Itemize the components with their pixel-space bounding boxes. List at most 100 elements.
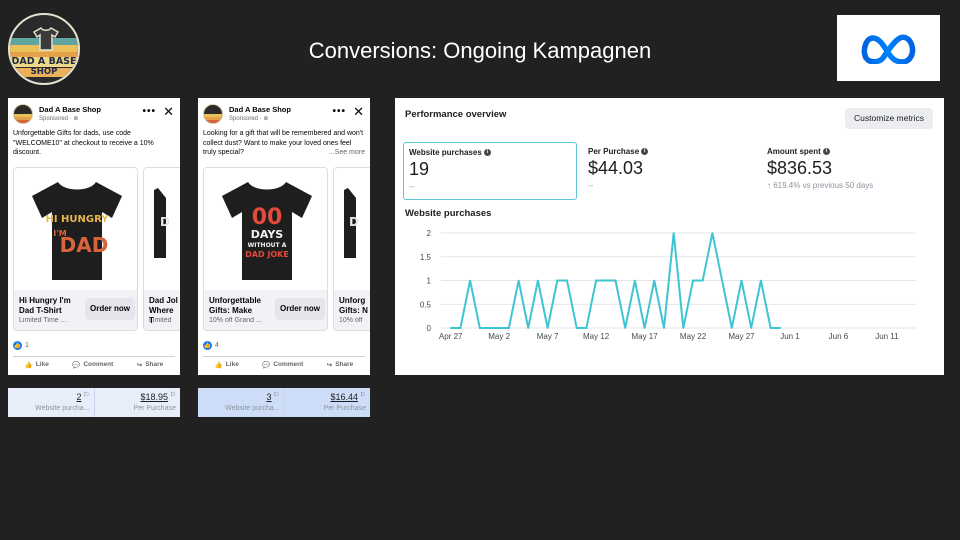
metric-value: $836.53: [767, 158, 833, 178]
metric-comparison: --: [409, 182, 415, 191]
comment-button[interactable]: 💬 Comment: [72, 361, 114, 369]
data-point: [585, 327, 588, 329]
data-point: [527, 327, 530, 329]
share-button[interactable]: ↪ Share: [136, 361, 164, 369]
metric-comparison: --: [588, 181, 594, 190]
data-point: [566, 279, 568, 282]
ad-action-bar: 👍 Like 💬 Comment ↪ Share: [203, 356, 365, 370]
like-reaction-icon: 👍: [13, 341, 22, 350]
x-tick-label: May 17: [631, 332, 658, 341]
card-footer: Unforgettable Gifts: Make 10% off Grand …: [204, 290, 327, 330]
data-point: [682, 327, 685, 329]
stat-label: Website purcha...: [35, 405, 90, 412]
stat-purchases[interactable]: 2 ⚐ Website purcha...: [8, 388, 95, 417]
ad-preview-2[interactable]: Dad A Base Shop Sponsored · ⊕ ••• ✕ Look…: [198, 98, 370, 375]
reaction-count[interactable]: 👍 4: [203, 341, 219, 350]
page-name[interactable]: Dad A Base Shop: [229, 105, 291, 114]
comment-icon: 💬: [262, 361, 271, 369]
shirt-design-line: DAD: [60, 233, 109, 257]
svg-text:D: D: [160, 215, 170, 229]
x-tick-label: Jun 1: [780, 332, 800, 341]
order-now-button[interactable]: Order now: [275, 298, 325, 320]
metric-per-purchase[interactable]: Per Purchase i $44.03 --: [583, 142, 757, 200]
globe-icon: ⊕: [73, 116, 79, 122]
data-point: [604, 279, 607, 282]
data-point: [614, 279, 617, 282]
customize-metrics-button[interactable]: Customize metrics: [845, 108, 933, 129]
like-reaction-icon: 👍: [203, 341, 212, 350]
data-point: [769, 327, 772, 329]
ad-header: Dad A Base Shop Sponsored · ⊕ ••• ✕: [203, 104, 366, 126]
x-tick-label: May 2: [488, 332, 510, 341]
shirt-design-line: 00: [252, 205, 283, 230]
y-tick-label: 1.5: [420, 253, 432, 262]
data-point: [556, 279, 559, 282]
metric-amount-spent[interactable]: Amount spent i $836.53 ↑ 619.4% vs previo…: [762, 142, 936, 200]
close-icon[interactable]: ✕: [163, 104, 174, 119]
metric-website-purchases[interactable]: Website purchases i 19 --: [403, 142, 577, 200]
carousel-card[interactable]: HI HUNGRY I'M DAD Hi Hungry I'm Dad T-Sh…: [13, 167, 138, 331]
data-point: [537, 279, 539, 282]
like-button[interactable]: 👍 Like: [214, 361, 239, 369]
info-icon[interactable]: i: [483, 149, 491, 157]
data-point: [643, 327, 646, 329]
website-purchases-line-chart[interactable]: 0 0.5 1 1.5 2 Apr 27 May 2 May 7 May 12 May 17 May…: [395, 218, 944, 348]
performance-overview-panel: Performance overview Customize metrics W…: [395, 98, 944, 375]
card-subtitle: Limited Time ...: [19, 317, 67, 324]
reaction-count[interactable]: 👍 1: [13, 341, 29, 350]
data-point: [653, 279, 656, 282]
avatar: [13, 104, 33, 124]
more-options-icon[interactable]: •••: [332, 106, 346, 117]
shirt-design-line: DAD JOKE: [245, 250, 289, 259]
data-point: [692, 279, 694, 282]
data-point: [449, 327, 452, 329]
x-tick-label: May 22: [680, 332, 707, 341]
close-icon[interactable]: ✕: [353, 104, 364, 119]
carousel-card[interactable]: 00 DAYS WITHOUT A DAD JOKE Unforgettable…: [203, 167, 328, 331]
meta-logo: [837, 15, 940, 81]
page-name[interactable]: Dad A Base Shop: [39, 105, 101, 114]
shirt-design-line: I'M: [53, 229, 66, 238]
order-now-button[interactable]: Order now: [85, 298, 135, 320]
carousel-card-peek[interactable]: D Dad Jol Where T Limited: [143, 167, 180, 331]
metric-label: Website purchases i: [409, 148, 491, 157]
y-tick-label: 2: [427, 229, 432, 238]
x-tick-label: Apr 27: [439, 332, 463, 341]
stat-label: Per Purchase: [323, 405, 366, 412]
stat-purchases[interactable]: 3 ⚐ Website purcha...: [198, 388, 285, 417]
like-button[interactable]: 👍 Like: [24, 361, 49, 369]
flag-icon: ⚐: [273, 392, 280, 399]
card-footer: Hi Hungry I'm Dad T-Shirt Limited Time .…: [14, 290, 137, 330]
more-options-icon[interactable]: •••: [142, 106, 156, 117]
card-title: Unforg Gifts: N: [339, 296, 368, 315]
data-point: [546, 327, 549, 329]
see-more-link[interactable]: ...See more: [326, 148, 365, 158]
comment-button[interactable]: 💬 Comment: [262, 361, 304, 369]
card-footer: Dad Jol Where T Limited: [144, 290, 180, 330]
info-icon[interactable]: i: [641, 148, 649, 156]
sponsored-label: Sponsored · ⊕: [39, 116, 79, 122]
data-point: [711, 232, 714, 234]
stat-per-purchase[interactable]: $16.44 ⚐ Per Purchase: [285, 388, 371, 417]
product-carousel[interactable]: 00 DAYS WITHOUT A DAD JOKE Unforgettable…: [203, 167, 370, 331]
brand-logo-line1: DAD A BASE: [10, 56, 78, 67]
sponsored-label: Sponsored · ⊕: [229, 116, 269, 122]
x-tick-label: May 7: [537, 332, 559, 341]
card-title: Dad Jol Where T: [149, 296, 178, 325]
share-button[interactable]: ↪ Share: [326, 361, 354, 369]
share-icon: ↪: [136, 361, 143, 369]
carousel-card-peek[interactable]: D Unforg Gifts: N 10% off: [333, 167, 370, 331]
panel-title: Performance overview: [405, 109, 507, 120]
ad-header: Dad A Base Shop Sponsored · ⊕ ••• ✕: [13, 104, 176, 126]
data-point: [740, 279, 743, 282]
comment-icon: 💬: [72, 361, 81, 369]
data-point: [672, 232, 675, 234]
card-subtitle: Limited: [149, 317, 172, 324]
info-icon[interactable]: i: [822, 148, 830, 156]
brand-logo: DAD A BASE SHOP: [8, 13, 80, 85]
stat-per-purchase[interactable]: $18.95 ⚐ Per Purchase: [95, 388, 181, 417]
product-carousel[interactable]: HI HUNGRY I'M DAD Hi Hungry I'm Dad T-Sh…: [13, 167, 180, 331]
flag-icon: ⚐: [169, 392, 176, 399]
ad-preview-1[interactable]: Dad A Base Shop Sponsored · ⊕ ••• ✕ Unfo…: [8, 98, 180, 375]
data-point: [575, 327, 578, 329]
